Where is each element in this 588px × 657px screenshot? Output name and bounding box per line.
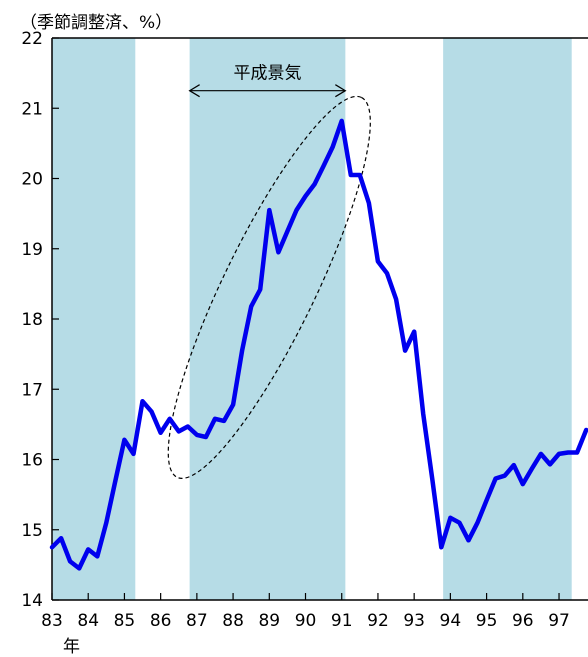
x-tick-label-85: 85	[114, 611, 136, 631]
x-tick-label-86: 86	[150, 611, 172, 631]
axes: 14 15 16 17 18 19 20 21 22 83 84 85 86 87 88 89 90 91 92 93…	[21, 29, 588, 631]
annotation-label: 平成景気	[233, 64, 301, 84]
y-tick-label-19: 19	[21, 240, 43, 260]
shaded-periods	[52, 38, 572, 600]
y-tick-label-22: 22	[21, 29, 43, 49]
y-tick-label-14: 14	[21, 591, 43, 611]
y-unit-label: （季節調整済、%）	[20, 13, 173, 33]
y-tick-label-20: 20	[21, 170, 43, 190]
series-group	[49, 118, 588, 571]
shaded-period-0	[52, 38, 136, 600]
y-tick-label-21: 21	[21, 99, 43, 119]
x-tick-label-87: 87	[186, 611, 208, 631]
x-tick-label-88: 88	[222, 611, 244, 631]
annotation-arrowhead-left	[188, 84, 200, 98]
annotation-group: 平成景気	[167, 64, 371, 479]
x-tick-label-92: 92	[367, 611, 389, 631]
shaded-period-2	[443, 38, 572, 600]
x-tick-label-94: 94	[440, 611, 462, 631]
y-tick-label-16: 16	[21, 451, 43, 471]
x-tick-label-89: 89	[258, 611, 280, 631]
y-tick-label-15: 15	[21, 521, 43, 541]
x-tick-label-83: 83	[41, 611, 63, 631]
y-tick-label-18: 18	[21, 310, 43, 330]
x-tick-label-93: 93	[403, 611, 425, 631]
x-unit-label: 年	[63, 637, 80, 657]
x-tick-label-95: 95	[476, 611, 498, 631]
highlight-ellipse	[167, 95, 371, 479]
y-tick-label-17: 17	[21, 380, 43, 400]
x-tick-label-96: 96	[512, 611, 534, 631]
shaded-period-1	[189, 38, 346, 600]
annotation-arrowhead-right	[335, 84, 347, 98]
x-tick-label-90: 90	[295, 611, 317, 631]
x-tick-label-91: 91	[331, 611, 353, 631]
x-tick-label-97: 97	[548, 611, 570, 631]
x-tick-label-84: 84	[77, 611, 99, 631]
series-line-0	[49, 118, 588, 571]
